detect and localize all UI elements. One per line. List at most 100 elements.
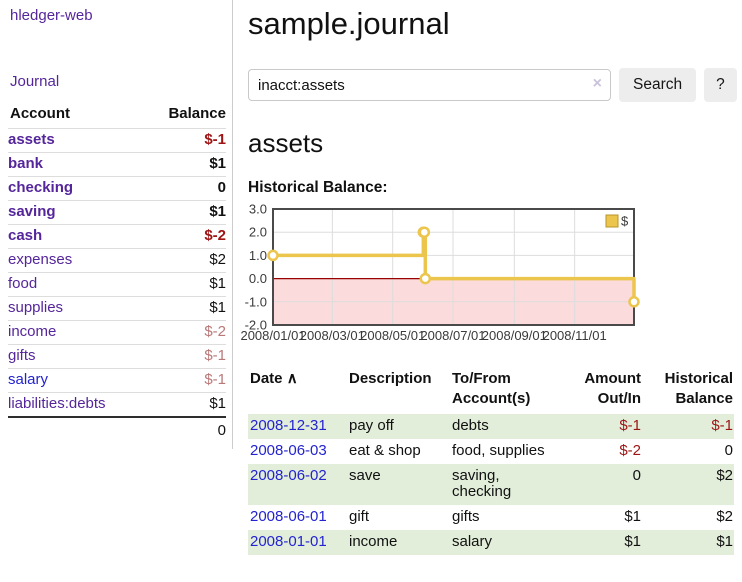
transaction-balance-cell: 0 bbox=[724, 442, 733, 459]
account-link[interactable]: expenses bbox=[8, 251, 73, 268]
transaction-balance-cell: $-1 bbox=[711, 417, 733, 434]
transaction-accounts-cell: salary bbox=[452, 533, 493, 550]
accounts-total-row: 0 bbox=[8, 416, 226, 443]
search-box: × bbox=[248, 69, 611, 101]
account-balance: $1 bbox=[145, 200, 226, 225]
transaction-date-link[interactable]: 2008-06-01 bbox=[250, 508, 327, 525]
accounts-total-spacer bbox=[8, 416, 146, 443]
transaction-row: 2008-06-02 save saving, checking 0 $2 bbox=[248, 464, 734, 505]
transaction-balance-cell: $2 bbox=[716, 467, 733, 484]
main-content: sample.journal × Search ? assets Histori… bbox=[240, 0, 742, 555]
transaction-date-link[interactable]: 2008-06-02 bbox=[250, 467, 327, 484]
account-row: liabilities:debts $1 bbox=[8, 392, 226, 418]
account-link[interactable]: salary bbox=[8, 371, 49, 388]
transaction-description-cell: eat & shop bbox=[349, 442, 421, 459]
transaction-date-link[interactable]: 2008-01-01 bbox=[250, 533, 327, 550]
transaction-balance-cell: $2 bbox=[716, 508, 733, 525]
sidebar: hledger-web Journal Account Balance asse… bbox=[0, 0, 233, 449]
transaction-row: 2008-12-31 pay off debts $-1 $-1 bbox=[248, 414, 734, 439]
svg-text:2008/03/01: 2008/03/01 bbox=[300, 328, 365, 343]
clear-search-icon[interactable]: × bbox=[592, 75, 602, 92]
accounts-total: 0 bbox=[145, 416, 226, 443]
svg-text:2008/01/01: 2008/01/01 bbox=[240, 328, 305, 343]
svg-text:-2.0: -2.0 bbox=[245, 318, 267, 333]
transaction-date-link[interactable]: 2008-12-31 bbox=[250, 417, 327, 434]
account-balance: $-1 bbox=[145, 128, 226, 153]
transaction-date-cell: 2008-06-03 bbox=[248, 439, 347, 464]
transaction-date-cell: 2008-01-01 bbox=[248, 530, 347, 555]
transaction-accounts-cell: debts bbox=[452, 417, 489, 434]
search-button[interactable]: Search bbox=[619, 68, 697, 102]
account-link[interactable]: income bbox=[8, 323, 57, 340]
register-header-description: Description bbox=[349, 370, 432, 387]
account-balance: 0 bbox=[145, 176, 226, 201]
account-row: food $1 bbox=[8, 272, 226, 297]
account-link[interactable]: checking bbox=[8, 179, 74, 196]
transaction-description-cell: pay off bbox=[349, 417, 394, 434]
transaction-date-cell: 2008-06-02 bbox=[248, 464, 347, 505]
account-balance: $-1 bbox=[145, 344, 226, 369]
transaction-description-cell: income bbox=[349, 533, 398, 550]
page-title: sample.journal bbox=[248, 6, 450, 41]
account-row: gifts $-1 bbox=[8, 344, 226, 369]
svg-text:$: $ bbox=[621, 214, 629, 229]
account-link[interactable]: cash bbox=[8, 227, 43, 244]
account-link[interactable]: assets bbox=[8, 131, 55, 148]
transaction-amount-cell: $-1 bbox=[619, 417, 641, 434]
register-header-balance: Historical Balance bbox=[664, 370, 733, 407]
accounts-table: Account Balance assets $-1 bank $1 bbox=[8, 103, 226, 443]
svg-text:1.0: 1.0 bbox=[249, 248, 267, 263]
transaction-date-link[interactable]: 2008-06-03 bbox=[250, 442, 327, 459]
account-row: bank $1 bbox=[8, 152, 226, 177]
account-link[interactable]: bank bbox=[8, 155, 44, 172]
account-heading: assets bbox=[248, 128, 324, 158]
account-link[interactable]: gifts bbox=[8, 347, 36, 364]
account-balance: $-2 bbox=[145, 320, 226, 345]
account-row: salary $-1 bbox=[8, 368, 226, 393]
search-input[interactable] bbox=[248, 69, 611, 101]
transaction-date-cell: 2008-06-01 bbox=[248, 505, 347, 530]
account-link[interactable]: food bbox=[8, 275, 38, 292]
accounts-header-balance: Balance bbox=[145, 103, 226, 129]
account-row: supplies $1 bbox=[8, 296, 226, 321]
search-form: × Search ? bbox=[248, 68, 742, 102]
help-button[interactable]: ? bbox=[704, 68, 737, 102]
transaction-accounts-cell: food, supplies bbox=[452, 442, 545, 459]
account-balance: $-1 bbox=[145, 368, 226, 393]
account-row: income $-2 bbox=[8, 320, 226, 345]
account-link[interactable]: supplies bbox=[8, 299, 64, 316]
svg-text:2008/11/01: 2008/11/01 bbox=[543, 328, 607, 343]
svg-text:2008/09/01: 2008/09/01 bbox=[482, 328, 547, 343]
register-table: Date ∧ Description To/From Account(s) Am… bbox=[248, 367, 734, 555]
sidebar-item-journal[interactable]: Journal bbox=[10, 73, 60, 90]
account-row: cash $-2 bbox=[8, 224, 226, 249]
account-link[interactable]: saving bbox=[8, 203, 56, 220]
transaction-row: 2008-01-01 income salary $1 $1 bbox=[248, 530, 734, 555]
brand-link[interactable]: hledger-web bbox=[10, 7, 93, 24]
account-balance: $2 bbox=[145, 248, 226, 273]
svg-text:2.0: 2.0 bbox=[249, 225, 267, 240]
register-header-amount: Amount Out/In bbox=[584, 370, 641, 407]
transaction-amount-cell: 0 bbox=[632, 467, 641, 484]
historical-balance-chart: 3.0 2.0 1.0 0.0 -1.0 -2.02008/01/012008/03/01… bbox=[240, 202, 640, 343]
svg-text:-1.0: -1.0 bbox=[245, 294, 267, 309]
account-balance: $1 bbox=[145, 272, 226, 297]
account-row: checking 0 bbox=[8, 176, 226, 201]
transaction-accounts-cell: gifts bbox=[452, 508, 480, 525]
register-header-row: Date ∧ Description To/From Account(s) Am… bbox=[248, 367, 734, 414]
account-row: expenses $2 bbox=[8, 248, 226, 273]
svg-text:2008/05/01: 2008/05/01 bbox=[360, 328, 425, 343]
transaction-row: 2008-06-01 gift gifts $1 $2 bbox=[248, 505, 734, 530]
transaction-accounts-cell: saving, checking bbox=[452, 467, 512, 500]
account-row: saving $1 bbox=[8, 200, 226, 225]
transaction-amount-cell: $1 bbox=[624, 508, 641, 525]
account-link[interactable]: liabilities:debts bbox=[8, 395, 106, 412]
transaction-date-cell: 2008-12-31 bbox=[248, 414, 347, 439]
transaction-description-cell: gift bbox=[349, 508, 370, 525]
date-header-label: Date bbox=[250, 370, 283, 387]
svg-text:0.0: 0.0 bbox=[249, 271, 267, 286]
chart-heading: Historical Balance: bbox=[248, 179, 388, 196]
transaction-amount-cell: $-2 bbox=[619, 442, 641, 459]
account-balance: $1 bbox=[145, 152, 226, 177]
register-header-date[interactable]: Date ∧ bbox=[248, 367, 347, 414]
